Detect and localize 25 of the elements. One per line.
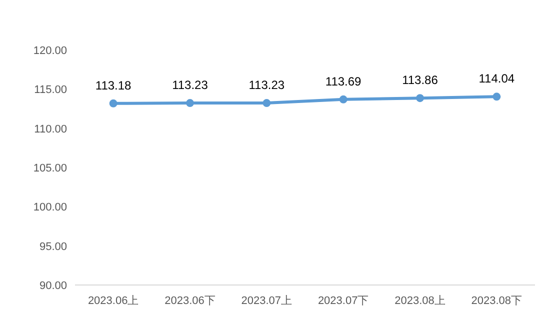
point [339, 95, 348, 104]
x-tick-label: 2023.08下 [471, 295, 522, 307]
data-label: 113.23 [248, 78, 285, 92]
data-label: 113.86 [402, 73, 438, 88]
y-tick-label: 110.00 [34, 123, 67, 136]
point [109, 99, 118, 108]
data-label: 114.04 [478, 72, 515, 86]
point [186, 99, 194, 108]
y-tick-label: 100.00 [33, 202, 67, 214]
y-tick-label: 115.00 [34, 84, 67, 96]
y-tick-label: 105.00 [33, 162, 67, 174]
point [262, 99, 271, 108]
data-label: 113.18 [95, 78, 132, 92]
point [492, 92, 501, 101]
x-tick-label: 2023.08上 [394, 294, 446, 307]
x-tick-label: 2023.06下 [164, 295, 216, 307]
x-tick-label: 2023.06上 [88, 294, 139, 307]
x-tick-label: 2023.07下 [318, 295, 369, 307]
data-label: 113.23 [172, 78, 208, 92]
y-tick-label: 90.00 [39, 280, 67, 292]
x-tick-label: 2023.07上 [241, 294, 292, 307]
y-tick-label: 120.00 [33, 45, 67, 57]
point [416, 94, 424, 102]
y-tick-label: 95.00 [39, 240, 67, 253]
data-label: 113.69 [325, 74, 362, 88]
